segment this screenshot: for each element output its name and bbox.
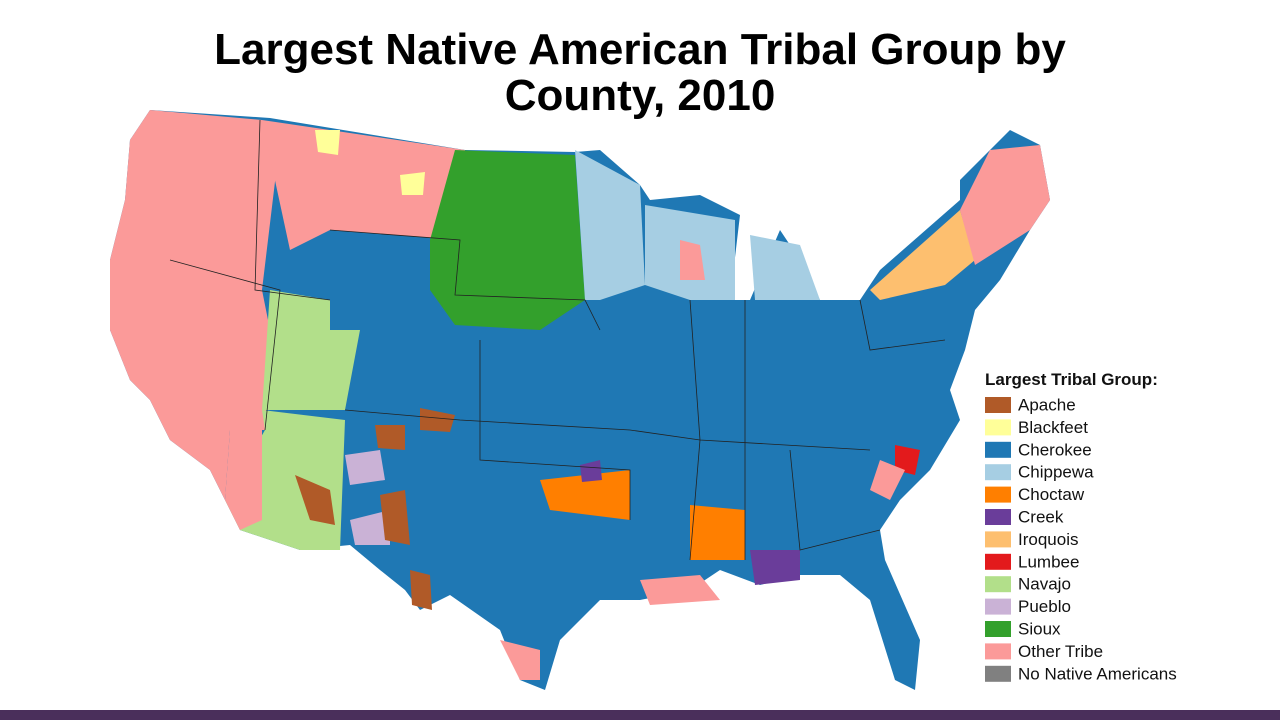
map — [110, 110, 1050, 690]
legend-swatch — [985, 598, 1011, 615]
map-region — [895, 445, 920, 475]
map-region — [575, 150, 645, 300]
legend-label: Other Tribe — [1018, 642, 1103, 661]
map-region — [580, 460, 602, 482]
legend-label: Choctaw — [1018, 485, 1085, 504]
map-region — [500, 640, 540, 680]
map-region — [262, 120, 465, 250]
map-region — [430, 150, 585, 330]
legend-title: Largest Tribal Group: — [985, 370, 1158, 389]
map-region — [640, 575, 720, 605]
legend-swatch — [985, 441, 1011, 458]
state-border — [479, 340, 631, 520]
legend-swatch — [985, 553, 1011, 570]
legend: Largest Tribal Group: Apache Blackfeet Che… — [985, 370, 1177, 683]
map-region — [315, 130, 340, 155]
legend-label: Lumbee — [1018, 552, 1079, 571]
state-border — [689, 299, 701, 561]
map-region — [750, 550, 800, 585]
map-region — [410, 570, 432, 610]
map-region — [110, 110, 280, 500]
map-region — [870, 210, 975, 300]
map-region — [870, 460, 905, 500]
legend-swatch — [985, 576, 1011, 593]
legend-swatch — [985, 621, 1011, 637]
legend-swatch — [985, 419, 1011, 436]
map-region — [680, 240, 705, 280]
title-line: Largest Native American Tribal Group by — [214, 25, 1066, 74]
state-borders — [169, 119, 946, 561]
map-region — [375, 425, 405, 450]
map-region — [960, 145, 1050, 265]
map-region — [262, 290, 360, 410]
map-region — [750, 235, 820, 300]
map-region — [295, 475, 335, 525]
legend-swatch — [985, 509, 1011, 525]
map-region — [400, 172, 425, 195]
state-border — [329, 229, 601, 331]
legend-label: Apache — [1018, 395, 1076, 414]
map-region — [380, 490, 410, 545]
footer-bar — [0, 710, 1280, 720]
legend-label: Navajo — [1018, 575, 1071, 594]
map-region — [690, 505, 745, 560]
map-region — [420, 408, 455, 432]
legend-label: Blackfeet — [1018, 418, 1088, 437]
state-border — [789, 449, 881, 551]
state-border — [254, 119, 331, 301]
legend-swatch — [985, 665, 1011, 682]
legend-swatch — [985, 397, 1011, 413]
legend-swatch — [985, 531, 1011, 548]
map-region — [350, 510, 390, 545]
map-region — [225, 430, 262, 530]
legend-label: Chippewa — [1018, 463, 1094, 482]
legend-label: Sioux — [1018, 619, 1061, 638]
legend-swatch — [985, 464, 1011, 481]
legend-label: Cherokee — [1018, 440, 1092, 459]
legend-label: Creek — [1018, 507, 1064, 526]
state-border — [859, 299, 946, 351]
state-border — [344, 409, 871, 451]
legend-swatch — [985, 486, 1011, 503]
legend-label: No Native Americans — [1018, 664, 1177, 683]
map-region — [345, 450, 385, 485]
legend-swatch — [985, 643, 1011, 660]
legend-label: Pueblo — [1018, 597, 1071, 616]
map-region — [110, 110, 1050, 690]
state-border — [169, 259, 281, 431]
map-region — [540, 470, 630, 520]
title-line: County, 2010 — [505, 71, 776, 120]
legend-label: Iroquois — [1018, 530, 1078, 549]
